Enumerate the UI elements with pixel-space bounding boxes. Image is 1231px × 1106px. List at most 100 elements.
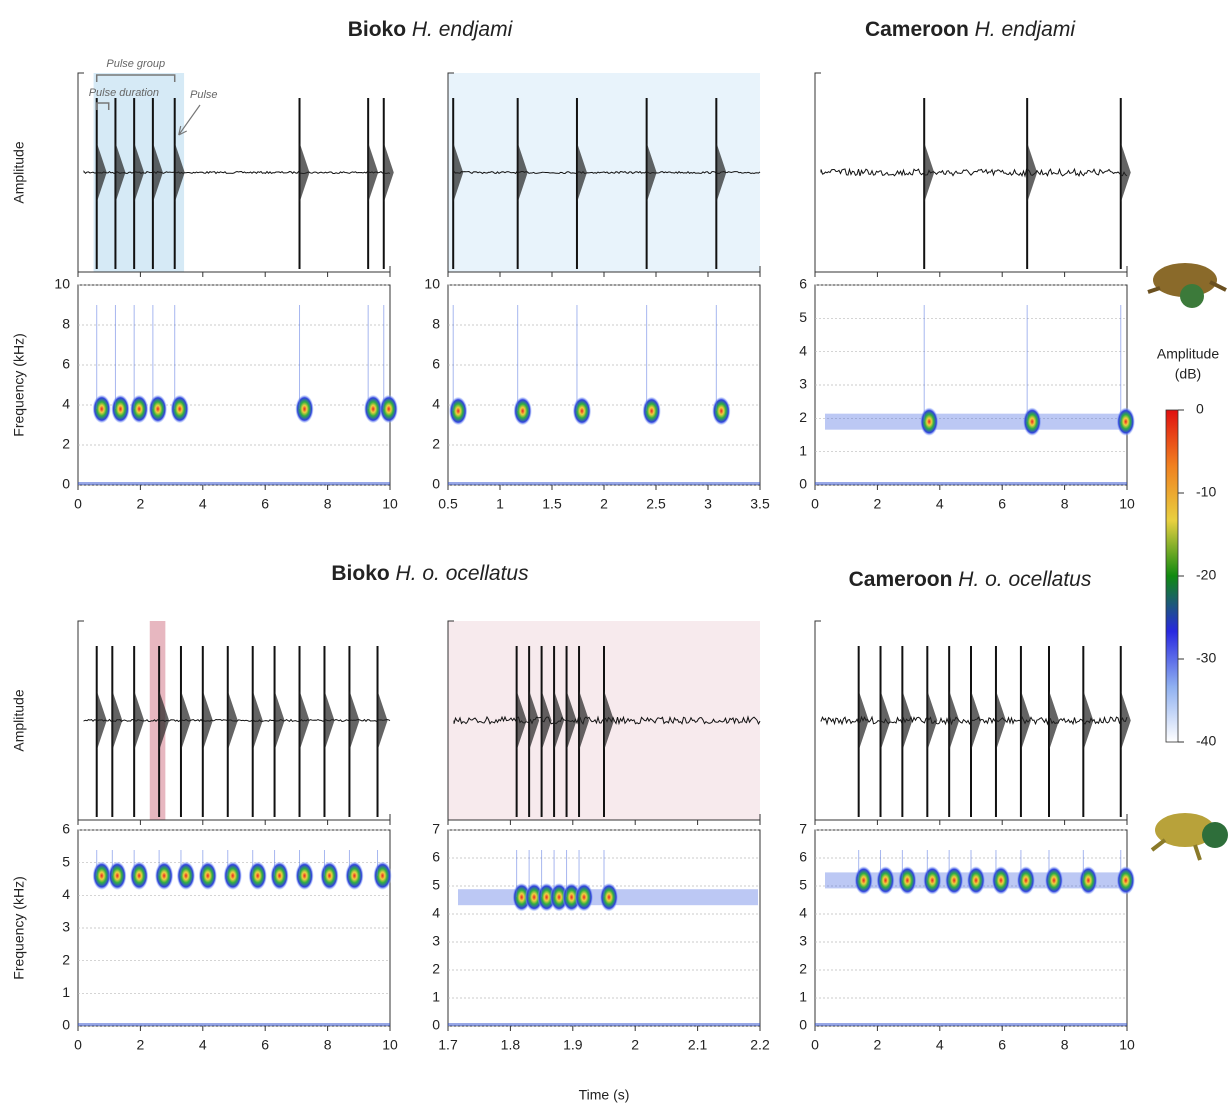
y-axis-label: Amplitude xyxy=(11,141,27,203)
waveform-decay xyxy=(96,690,107,751)
y-tick-label: 2 xyxy=(432,436,440,452)
y-axis-label: Frequency (kHz) xyxy=(11,333,27,436)
pulse-blob xyxy=(373,861,392,890)
pulse-blob xyxy=(1016,866,1035,895)
x-tick-label: 10 xyxy=(382,1037,398,1053)
title-bold: Bioko xyxy=(348,18,412,41)
x-tick-label: 6 xyxy=(998,496,1006,512)
x-tick-label: 2.5 xyxy=(646,496,666,512)
x-tick-label: 2.2 xyxy=(750,1037,770,1053)
y-tick-label: 2 xyxy=(432,961,440,977)
waveform-decay xyxy=(180,690,191,751)
waveform-decay xyxy=(1027,142,1038,203)
y-tick-label: 6 xyxy=(799,849,807,865)
colorbar-tick-label: -40 xyxy=(1196,733,1216,749)
waveform-decay xyxy=(112,690,123,751)
waveform-decay xyxy=(349,690,360,751)
dominant-band xyxy=(825,413,1125,430)
waveform-decay xyxy=(1049,690,1059,751)
pulse-blob xyxy=(967,866,985,895)
y-tick-label: 5 xyxy=(62,853,70,869)
frog-illustration xyxy=(1147,263,1227,308)
y-tick-label: 0 xyxy=(432,1017,440,1033)
pulse-blob xyxy=(876,866,895,895)
colorbar-tick-label: -20 xyxy=(1196,567,1216,583)
low-noise-band xyxy=(78,1023,390,1026)
x-tick-label: 8 xyxy=(1061,1037,1069,1053)
x-tick-label: 10 xyxy=(1119,496,1135,512)
annotation: Pulse xyxy=(190,89,218,101)
waveform-decay xyxy=(299,690,310,751)
y-tick-label: 10 xyxy=(424,276,440,292)
y-tick-label: 1 xyxy=(432,989,440,1005)
x-tick-label: 2 xyxy=(874,1037,882,1053)
x-axis-label: Time (s) xyxy=(579,1087,630,1103)
pulse-blob xyxy=(575,883,594,912)
waveform-decay xyxy=(274,690,285,751)
x-tick-label: 2 xyxy=(874,496,882,512)
waveform-decay xyxy=(971,690,981,751)
y-tick-label: 4 xyxy=(799,342,807,358)
x-tick-label: 6 xyxy=(261,1037,269,1053)
annotation: Pulse duration xyxy=(89,87,159,99)
pulse-blob xyxy=(572,397,591,425)
low-noise-band xyxy=(815,1023,1127,1026)
waveform-decay xyxy=(517,142,528,203)
y-tick-label: 0 xyxy=(799,1017,807,1033)
title-bold: Cameroon xyxy=(865,18,975,41)
waveform-decay xyxy=(541,690,552,751)
colorbar-title: Amplitude xyxy=(1157,346,1219,362)
waveform-decay xyxy=(529,690,540,751)
pulse-blob xyxy=(945,866,964,895)
waveform-decay xyxy=(516,690,527,751)
y-tick-label: 6 xyxy=(799,276,807,292)
y-tick-label: 8 xyxy=(62,316,70,332)
waveform-decay xyxy=(1083,690,1094,751)
waveform-decay xyxy=(299,142,310,203)
x-tick-label: 6 xyxy=(998,1037,1006,1053)
pulse-blob xyxy=(1079,866,1098,895)
annotation: Pulse group xyxy=(106,58,165,70)
low-noise-band xyxy=(815,482,1127,485)
pulse-blob xyxy=(345,861,364,890)
pulse-blob xyxy=(111,395,130,423)
y-tick-label: 4 xyxy=(62,396,70,412)
x-tick-label: 2 xyxy=(137,1037,145,1053)
x-tick-label: 1.7 xyxy=(438,1037,458,1053)
pulse-blob xyxy=(991,866,1010,895)
waveform-decay xyxy=(927,690,938,751)
y-tick-label: 5 xyxy=(799,877,807,893)
low-noise-band xyxy=(448,482,760,485)
y-tick-label: 2 xyxy=(62,436,70,452)
y-tick-label: 4 xyxy=(62,886,70,902)
waveform-decay xyxy=(383,142,394,203)
x-tick-label: 3.5 xyxy=(750,496,770,512)
pulse-blob xyxy=(320,861,339,890)
y-tick-label: 10 xyxy=(54,276,70,292)
waveform-decay xyxy=(880,690,891,751)
waveform-decay xyxy=(227,690,238,751)
pulse-blob xyxy=(130,395,149,423)
waveform-decay xyxy=(252,690,263,751)
y-tick-label: 0 xyxy=(62,1017,70,1033)
highlight-region xyxy=(448,73,760,272)
y-tick-label: 1 xyxy=(62,984,70,1000)
x-tick-label: 2.1 xyxy=(688,1037,708,1053)
waveform-decay xyxy=(1120,142,1131,203)
highlight-region xyxy=(149,621,166,820)
colorbar-tick-label: -10 xyxy=(1196,484,1216,500)
y-tick-label: 6 xyxy=(432,356,440,372)
y-tick-label: 4 xyxy=(799,905,807,921)
y-tick-label: 1 xyxy=(799,442,807,458)
x-tick-label: 0 xyxy=(811,1037,819,1053)
x-tick-label: 1.5 xyxy=(542,496,562,512)
colorbar-title: (dB) xyxy=(1175,366,1201,382)
pulse-blob xyxy=(364,395,383,423)
waveform-noise xyxy=(820,167,1128,178)
x-tick-label: 4 xyxy=(936,496,944,512)
waveform-decay xyxy=(924,142,935,203)
x-tick-label: 8 xyxy=(1061,496,1069,512)
waveform-decay xyxy=(324,690,335,751)
frog-illustration xyxy=(1150,813,1228,861)
